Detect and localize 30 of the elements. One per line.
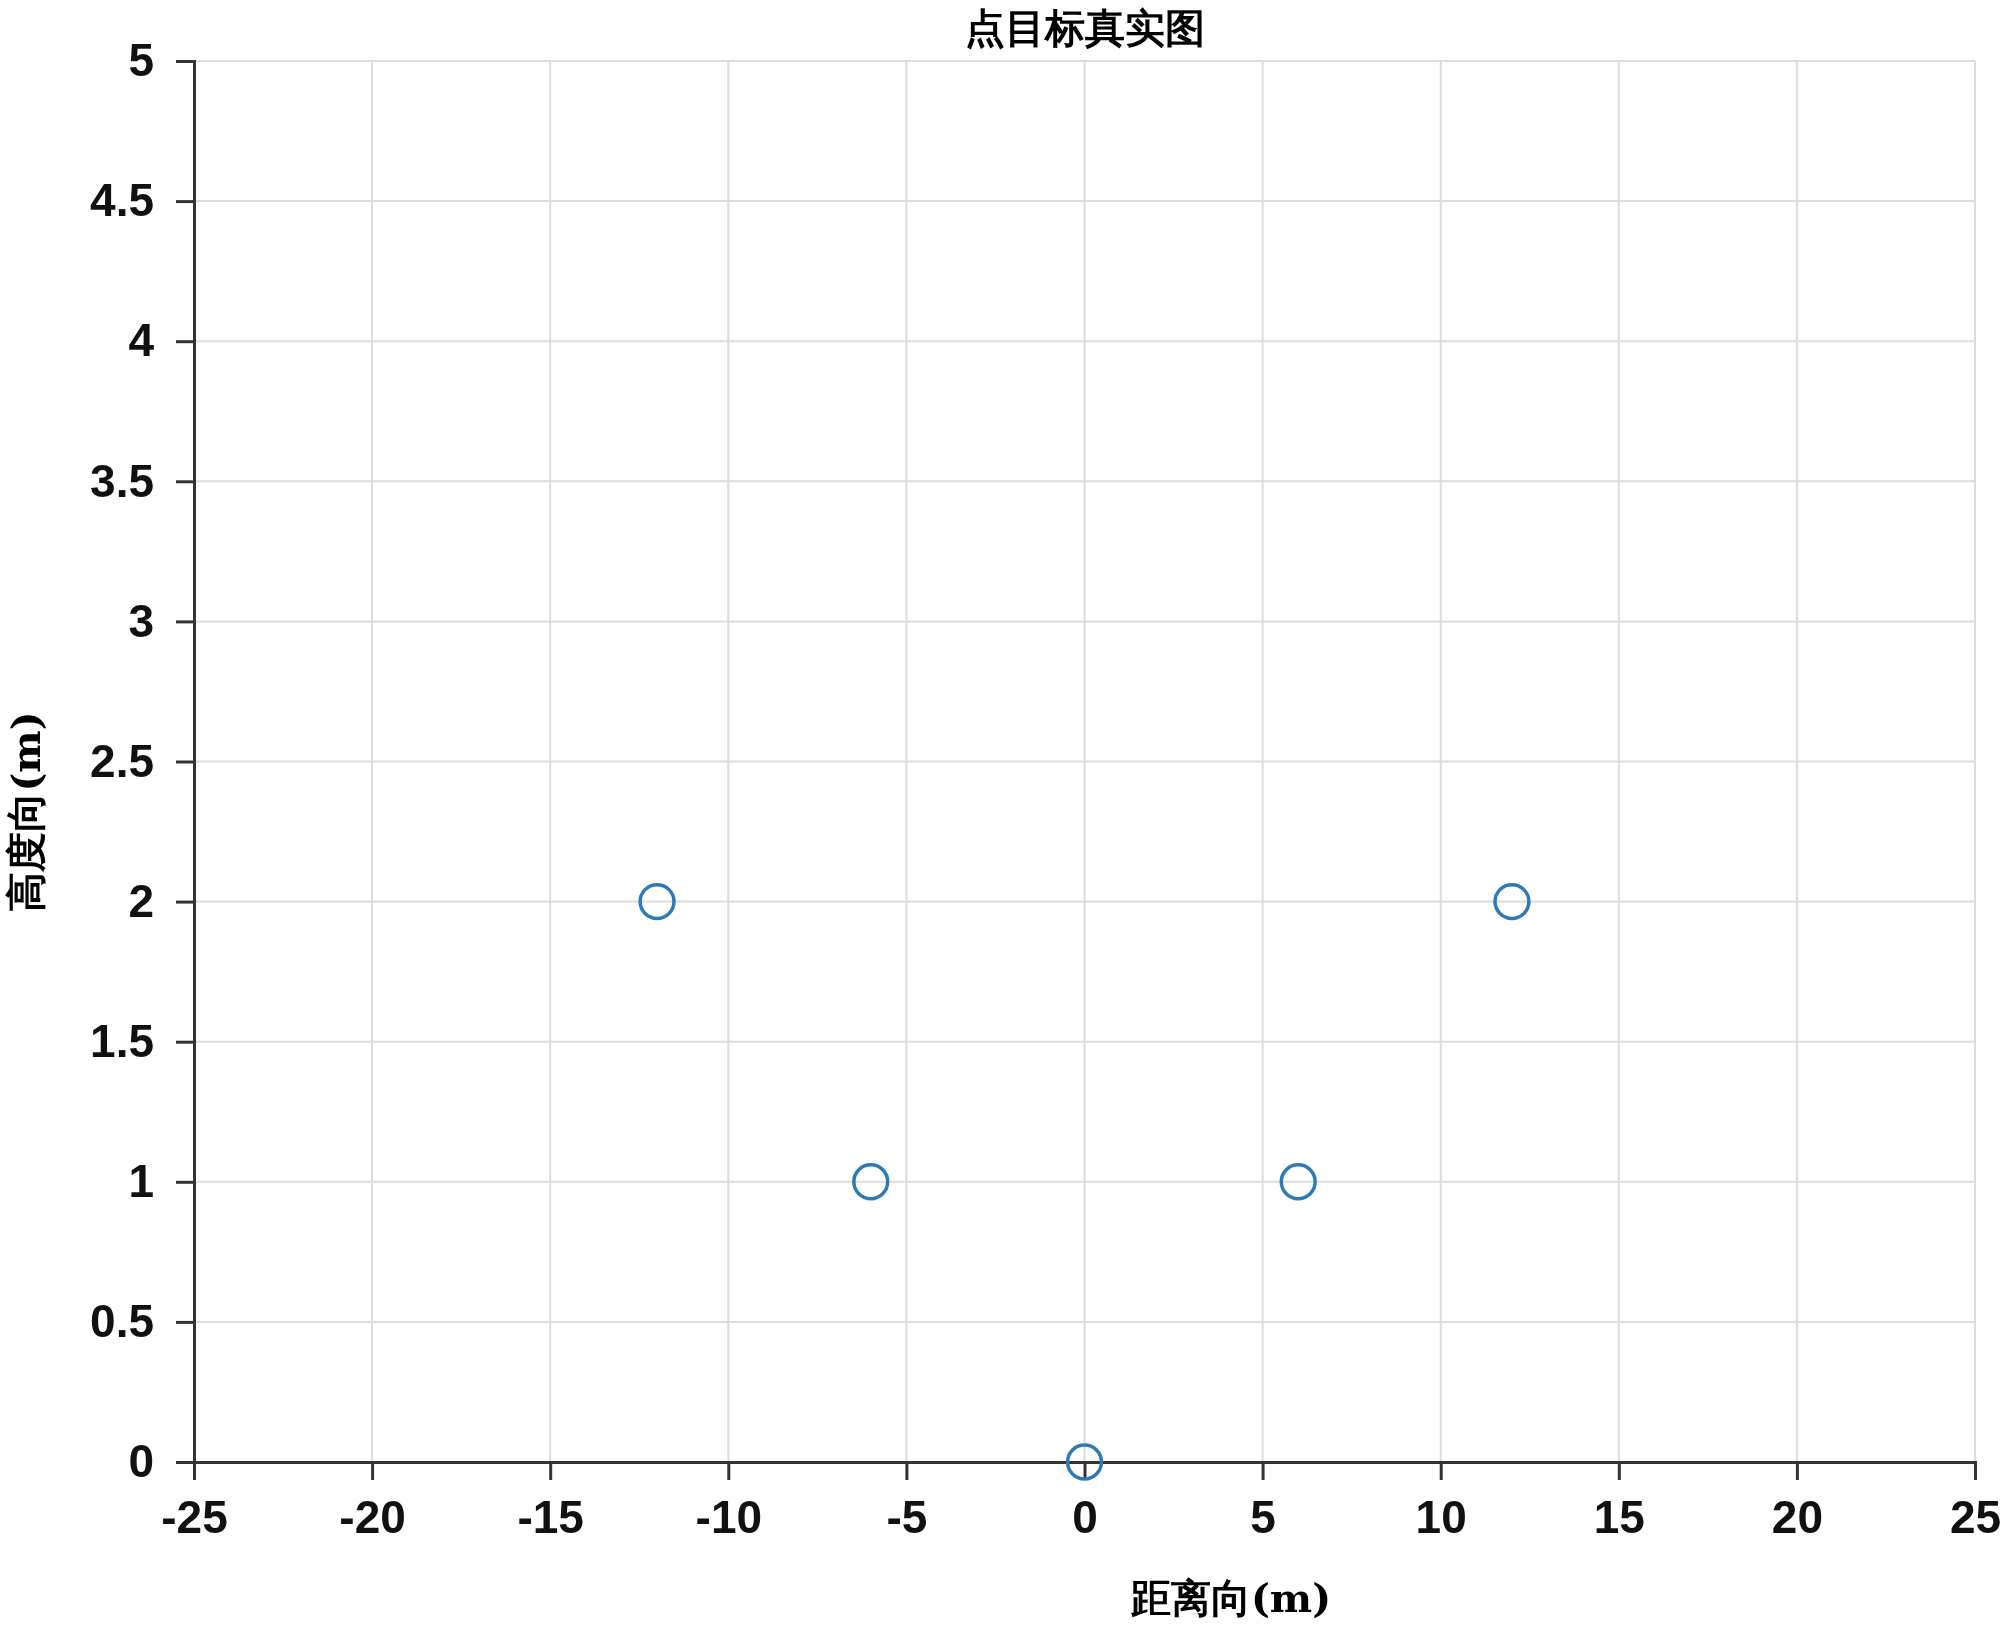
y-tick-label: 3 (128, 594, 154, 647)
y-tick-label: 1.5 (90, 1014, 154, 1067)
y-tick-label: 0.5 (90, 1295, 154, 1348)
x-tick-label: 25 (1949, 1490, 2000, 1543)
point (1279, 1163, 1317, 1201)
point (1065, 1443, 1104, 1481)
x-axis-title: 距离向(m) (1129, 1574, 1332, 1621)
point (1493, 882, 1531, 921)
y-axis-title: 高度向(m) (2, 711, 49, 912)
y-tick-label: 5 (128, 34, 154, 87)
x-tick-label: -10 (695, 1490, 763, 1543)
y-tick-label: 2 (128, 874, 154, 927)
x-tick-label: -20 (339, 1490, 406, 1543)
x-tick-label: 0 (1072, 1490, 1098, 1543)
y-tick-label: 4 (128, 314, 155, 367)
x-tick-label: -15 (517, 1490, 584, 1543)
chart-title: 点目标真实图 (964, 4, 1205, 51)
y-tick-label: 2.5 (90, 734, 154, 787)
x-tick-label: 10 (1415, 1490, 1467, 1543)
x-tick-label: -25 (161, 1490, 228, 1543)
y-tick-label: 3.5 (90, 454, 154, 507)
x-tick-label: 20 (1771, 1490, 1823, 1543)
point (852, 1163, 890, 1201)
x-tick-label: -5 (886, 1490, 928, 1543)
x-tick-label: 5 (1250, 1490, 1276, 1543)
point (638, 882, 676, 921)
y-tick-label: 0 (128, 1435, 154, 1488)
x-tick-label: 15 (1593, 1490, 1645, 1543)
y-tick-label: 1 (128, 1155, 154, 1208)
y-tick-label: 4.5 (90, 174, 154, 227)
